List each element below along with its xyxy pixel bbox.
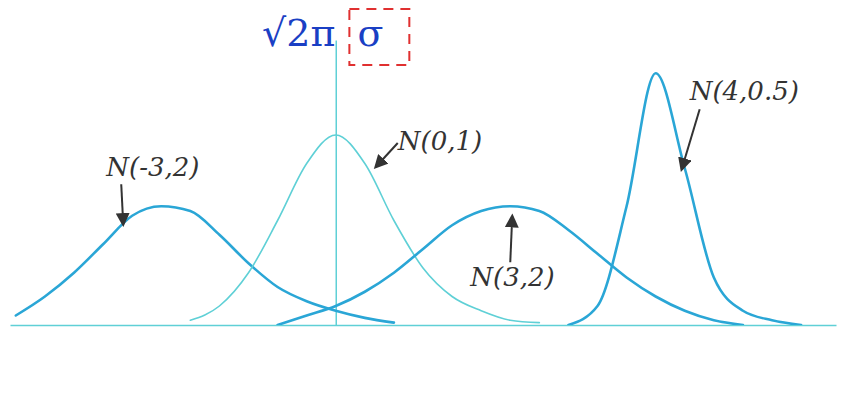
series-label: N(0,1) — [397, 126, 482, 156]
formula: √2π σ — [262, 9, 409, 65]
curve — [190, 135, 539, 323]
labels: N(-3,2) N(0,1) N(3,2) N(4,0.5) — [105, 76, 799, 292]
series-label: N(4,0.5) — [689, 76, 799, 106]
chart: N(-3,2) N(0,1) N(3,2) N(4,0.5) √2π σ — [0, 0, 846, 420]
x-axis-line — [11, 325, 837, 327]
arrow — [682, 109, 700, 169]
series-label: N(-3,2) — [105, 152, 199, 182]
series-label: N(3,2) — [469, 262, 554, 292]
curve — [568, 73, 801, 325]
y-axis-line — [335, 41, 337, 326]
x-axis — [11, 325, 837, 326]
arrow — [510, 216, 512, 262]
curve — [278, 206, 743, 325]
formula-sigma: σ — [357, 11, 383, 55]
curves — [16, 73, 801, 325]
y-axis — [336, 41, 337, 326]
formula-text: √2π — [262, 11, 335, 55]
highlight-box — [349, 9, 409, 65]
arrow — [376, 143, 398, 167]
arrow — [121, 184, 123, 224]
